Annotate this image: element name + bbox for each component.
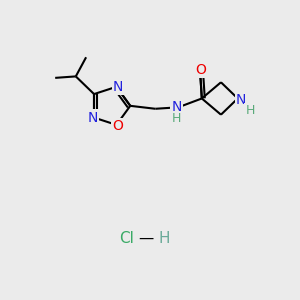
Text: N: N [87, 111, 98, 124]
Text: H: H [159, 231, 170, 246]
Text: N: N [236, 93, 247, 107]
Text: Cl: Cl [119, 231, 134, 246]
Text: N: N [172, 100, 182, 114]
Text: O: O [195, 63, 206, 76]
Text: N: N [113, 80, 123, 94]
Text: H: H [245, 104, 255, 117]
Text: H: H [172, 112, 182, 125]
Text: O: O [112, 119, 123, 133]
Text: —: — [138, 231, 153, 246]
